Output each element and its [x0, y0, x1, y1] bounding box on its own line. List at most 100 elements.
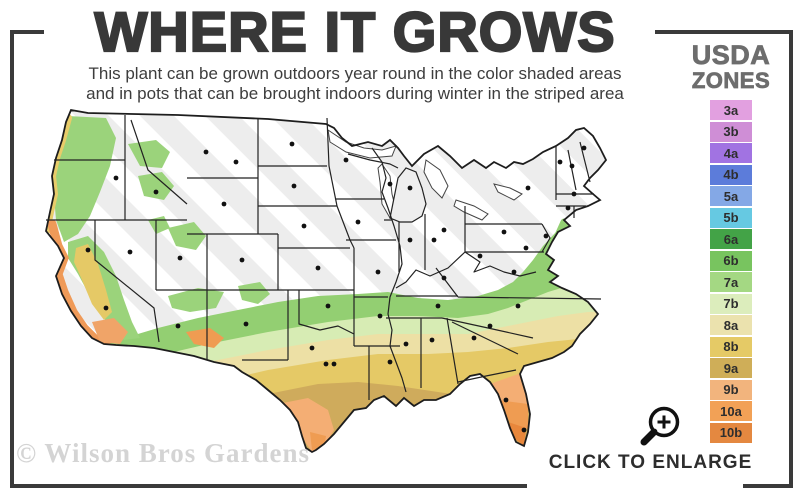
watermark: © Wilson Bros Gardens — [16, 438, 310, 468]
state-dot — [177, 255, 183, 261]
legend-zone-3b: 3b — [710, 121, 752, 142]
state-borders — [46, 115, 602, 400]
frame-bottom-left — [10, 484, 527, 488]
state-dot — [543, 233, 549, 239]
state-dot — [315, 265, 321, 271]
legend-zone-9a: 9a — [710, 358, 752, 378]
usda-zones-legend: USDA ZONES 3a 3b 4a 4b 5a 5b 6a 6b 7a 7b 8a 8b 9a 9b 1… — [683, 40, 779, 443]
legend-zone-6a: 6a — [710, 229, 752, 249]
state-dot — [571, 191, 577, 197]
subtitle-line-1: This plant can be grown outdoors year ro… — [88, 64, 622, 83]
legend-zone-6b: 6b — [710, 250, 752, 271]
state-dot — [441, 275, 447, 281]
state-dot — [355, 219, 361, 225]
legend-zone-3a: 3a — [710, 100, 752, 120]
state-dot — [331, 361, 337, 367]
california-valley-yellow — [74, 244, 112, 320]
state-dot — [103, 305, 109, 311]
state-dot — [377, 313, 383, 319]
legend-zone-9b: 9b — [710, 379, 752, 400]
frame-top-left — [10, 30, 44, 34]
legend-zone-10a: 10a — [710, 401, 752, 421]
frame-bottom-right — [743, 484, 793, 488]
page-title: WHERE IT GROWS — [93, 0, 616, 63]
state-dot — [429, 337, 435, 343]
green-patch-utah — [168, 222, 206, 250]
state-dot — [301, 223, 307, 229]
frame-left — [10, 30, 14, 488]
state-dot — [375, 269, 381, 275]
state-dots — [85, 141, 587, 433]
state-dot — [501, 229, 507, 235]
legend-zone-7a: 7a — [710, 272, 752, 292]
michigan-mitten — [389, 167, 427, 223]
state-dot — [523, 245, 529, 251]
state-dot — [511, 269, 517, 275]
state-dot — [435, 303, 441, 309]
state-dot — [323, 361, 329, 367]
state-dot — [291, 183, 297, 189]
legend-zone-7b: 7b — [710, 293, 752, 314]
legend-zone-4a: 4a — [710, 143, 752, 163]
state-dot — [387, 359, 393, 365]
enlarge-label[interactable]: CLICK TO ENLARGE — [548, 452, 753, 473]
legend-title: USDA ZONES — [683, 40, 779, 93]
state-dot — [581, 145, 587, 151]
magnifier-plus-icon[interactable] — [635, 402, 687, 454]
great-lakes — [327, 128, 523, 223]
enlarge-button[interactable]: CLICK TO ENLARGE — [533, 402, 768, 474]
phoenix-orange-patch — [186, 328, 224, 348]
state-dot — [343, 157, 349, 163]
green-patch-idaho-1 — [128, 140, 170, 168]
state-dot — [525, 185, 531, 191]
legend-title-line-1: USDA — [691, 40, 771, 70]
state-dot — [289, 141, 295, 147]
state-dot — [471, 335, 477, 341]
legend-zone-8b: 8b — [710, 336, 752, 357]
legend-zone-10b: 10b — [710, 422, 752, 443]
state-dot — [127, 249, 133, 255]
state-dot — [431, 237, 437, 243]
legend-zone-5a: 5a — [710, 186, 752, 206]
state-dot — [203, 149, 209, 155]
state-dot — [557, 159, 563, 165]
state-dot — [403, 341, 409, 347]
state-dot — [487, 323, 493, 329]
header: WHERE IT GROWS This plant can be grown o… — [15, 0, 695, 104]
green-patch-idaho-2 — [138, 172, 174, 200]
state-dot — [477, 253, 483, 259]
state-dot — [387, 181, 393, 187]
frame-top-right — [655, 30, 793, 34]
legend-zone-5b: 5b — [710, 207, 752, 228]
state-dot — [441, 227, 447, 233]
state-dot — [407, 237, 413, 243]
lake-erie — [453, 199, 489, 221]
green-patch-arizona — [168, 288, 224, 312]
state-dot — [569, 163, 575, 169]
usda-zone-map[interactable] — [28, 100, 676, 472]
state-dot — [113, 175, 119, 181]
subtitle: This plant can be grown outdoors year ro… — [15, 64, 695, 104]
frame-right — [789, 30, 793, 488]
state-dot — [521, 427, 527, 433]
state-dot — [243, 321, 249, 327]
lake-huron — [423, 159, 449, 199]
state-dot — [85, 247, 91, 253]
state-dot — [503, 397, 509, 403]
legend-zone-list: 3a 3b 4a 4b 5a 5b 6a 6b 7a 7b 8a 8b 9a 9b 10a 10b — [683, 100, 779, 443]
west-green-pnw — [54, 116, 116, 242]
legend-title-line-2: ZONES — [691, 68, 771, 93]
state-dot — [221, 201, 227, 207]
state-dot — [565, 205, 571, 211]
state-dot — [233, 159, 239, 165]
lake-ontario — [493, 183, 523, 201]
usda-zone-map-svg[interactable] — [28, 100, 676, 472]
florida-tip-dark-orange — [508, 422, 526, 446]
green-patch-new-mexico — [238, 282, 270, 304]
legend-zone-8a: 8a — [710, 315, 752, 335]
florida-orange — [498, 400, 528, 434]
state-dot — [325, 303, 331, 309]
state-dot — [309, 345, 315, 351]
socal-orange-patch — [92, 318, 128, 344]
